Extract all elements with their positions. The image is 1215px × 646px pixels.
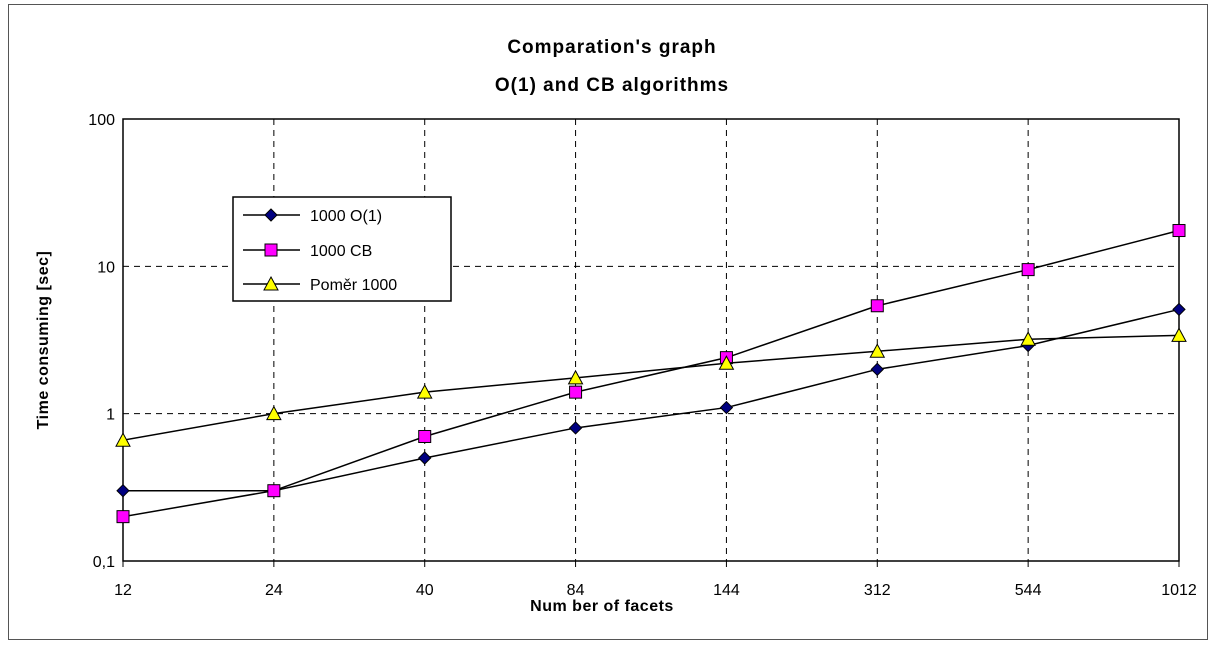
series-line <box>123 308 1180 492</box>
data-point <box>267 484 281 498</box>
y-tick-label: 10 <box>97 259 115 276</box>
data-point <box>567 369 584 385</box>
series-layer <box>115 224 1187 524</box>
data-point <box>116 510 130 524</box>
x-tick-label: 544 <box>1015 582 1042 599</box>
y-tick-label: 1 <box>106 407 115 424</box>
legend-label: 1000 O(1) <box>310 208 382 225</box>
series-1 <box>116 224 1186 524</box>
data-point <box>115 432 131 447</box>
data-point <box>1171 327 1187 342</box>
data-point <box>718 355 735 370</box>
x-tick-label: 24 <box>265 582 283 599</box>
data-point <box>870 299 884 313</box>
x-tick-label: 84 <box>567 582 585 599</box>
chart-subtitle: O(1) and CB algorithms <box>495 75 729 96</box>
x-tick-label: 1012 <box>1161 582 1197 599</box>
data-point <box>1172 224 1186 238</box>
x-tick-label: 40 <box>416 582 434 599</box>
data-point <box>870 362 884 377</box>
data-point <box>719 400 734 415</box>
y-tick-labels: 0,1 1 10 100 <box>88 112 115 571</box>
legend-marker <box>263 275 279 291</box>
data-point <box>869 343 886 358</box>
data-point <box>1021 263 1035 277</box>
data-point <box>568 421 583 435</box>
series-2 <box>115 327 1187 447</box>
grid <box>122 119 1180 567</box>
data-point <box>116 483 130 498</box>
legend-label: Poměr 1000 <box>310 277 397 294</box>
series-line <box>122 334 1180 441</box>
x-tick-label: 312 <box>864 582 891 599</box>
series-line <box>122 229 1180 518</box>
y-axis-label: Time consuming [sec] <box>35 251 52 430</box>
data-point <box>418 429 432 443</box>
legend-marker <box>264 243 278 257</box>
data-point <box>418 451 432 465</box>
x-tick-label: 12 <box>114 582 132 599</box>
y-tick-label: 100 <box>88 112 115 129</box>
plot-area <box>122 118 1180 562</box>
x-tick-labels: 12 24 40 84 144 312 544 1012 <box>114 582 1197 599</box>
x-tick-label: 144 <box>713 582 740 599</box>
data-point <box>1172 302 1186 317</box>
data-point <box>416 384 433 399</box>
x-axis-label: Num ber of facets <box>530 598 674 615</box>
legend: 1000 O(1) 1000 CB Poměr 1000 <box>232 196 452 302</box>
chart-frame <box>8 4 1208 640</box>
legend-label: 1000 CB <box>310 243 372 260</box>
data-point <box>266 405 282 421</box>
y-tick-label: 0,1 <box>93 554 115 571</box>
legend-marker <box>264 208 278 222</box>
data-point <box>1020 331 1036 346</box>
chart-title: Comparation's graph <box>507 37 716 58</box>
data-point <box>569 385 583 399</box>
